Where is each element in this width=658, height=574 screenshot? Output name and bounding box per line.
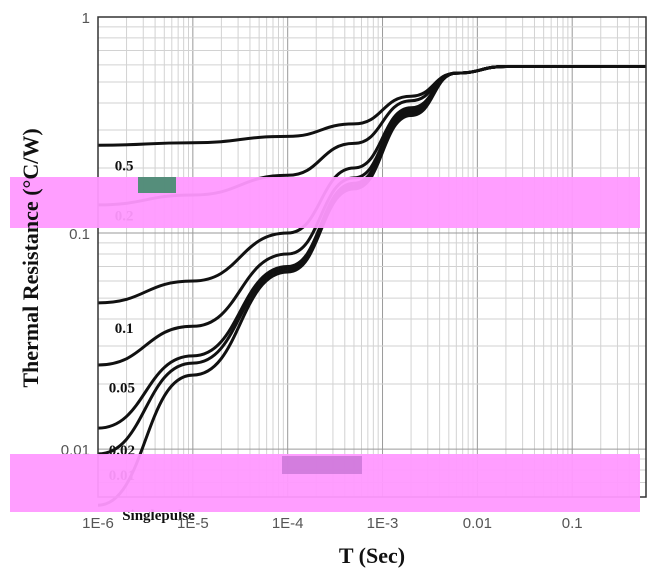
tick-labels: 1E-6 1E-5 1E-4 1E-3 0.01 0.110.10.01 bbox=[61, 10, 583, 532]
grid-lines bbox=[97, 16, 646, 498]
y-tick-label: 0.1 bbox=[69, 226, 90, 243]
y-axis-title: Thermal Resistance (°C/W) bbox=[18, 128, 43, 387]
series-curves bbox=[97, 64, 646, 507]
x-tick-label: 1E-6 bbox=[82, 515, 114, 532]
x-tick-label: 0.1 bbox=[562, 515, 583, 532]
curve-label: 0.1 bbox=[115, 321, 134, 337]
artifact-band-top bbox=[10, 177, 640, 228]
curve-0-02 bbox=[97, 64, 646, 430]
curve-label: 0.05 bbox=[109, 380, 135, 396]
curve-0-01 bbox=[97, 64, 646, 456]
x-axis-title: T (Sec) bbox=[339, 543, 405, 568]
curve-0-5 bbox=[97, 64, 646, 147]
plot-frame bbox=[97, 16, 647, 498]
artifact-noise-block bbox=[282, 456, 362, 474]
artifact-noise-block bbox=[138, 177, 176, 193]
curve-label: 0.5 bbox=[115, 158, 134, 174]
y-tick-label: 1 bbox=[82, 10, 90, 27]
x-tick-label: 1E-4 bbox=[272, 515, 304, 532]
x-tick-label: 1E-3 bbox=[367, 515, 399, 532]
curve-singlepulse bbox=[97, 64, 646, 507]
x-tick-label: 1E-5 bbox=[177, 515, 209, 532]
x-tick-label: 0.01 bbox=[463, 515, 492, 532]
